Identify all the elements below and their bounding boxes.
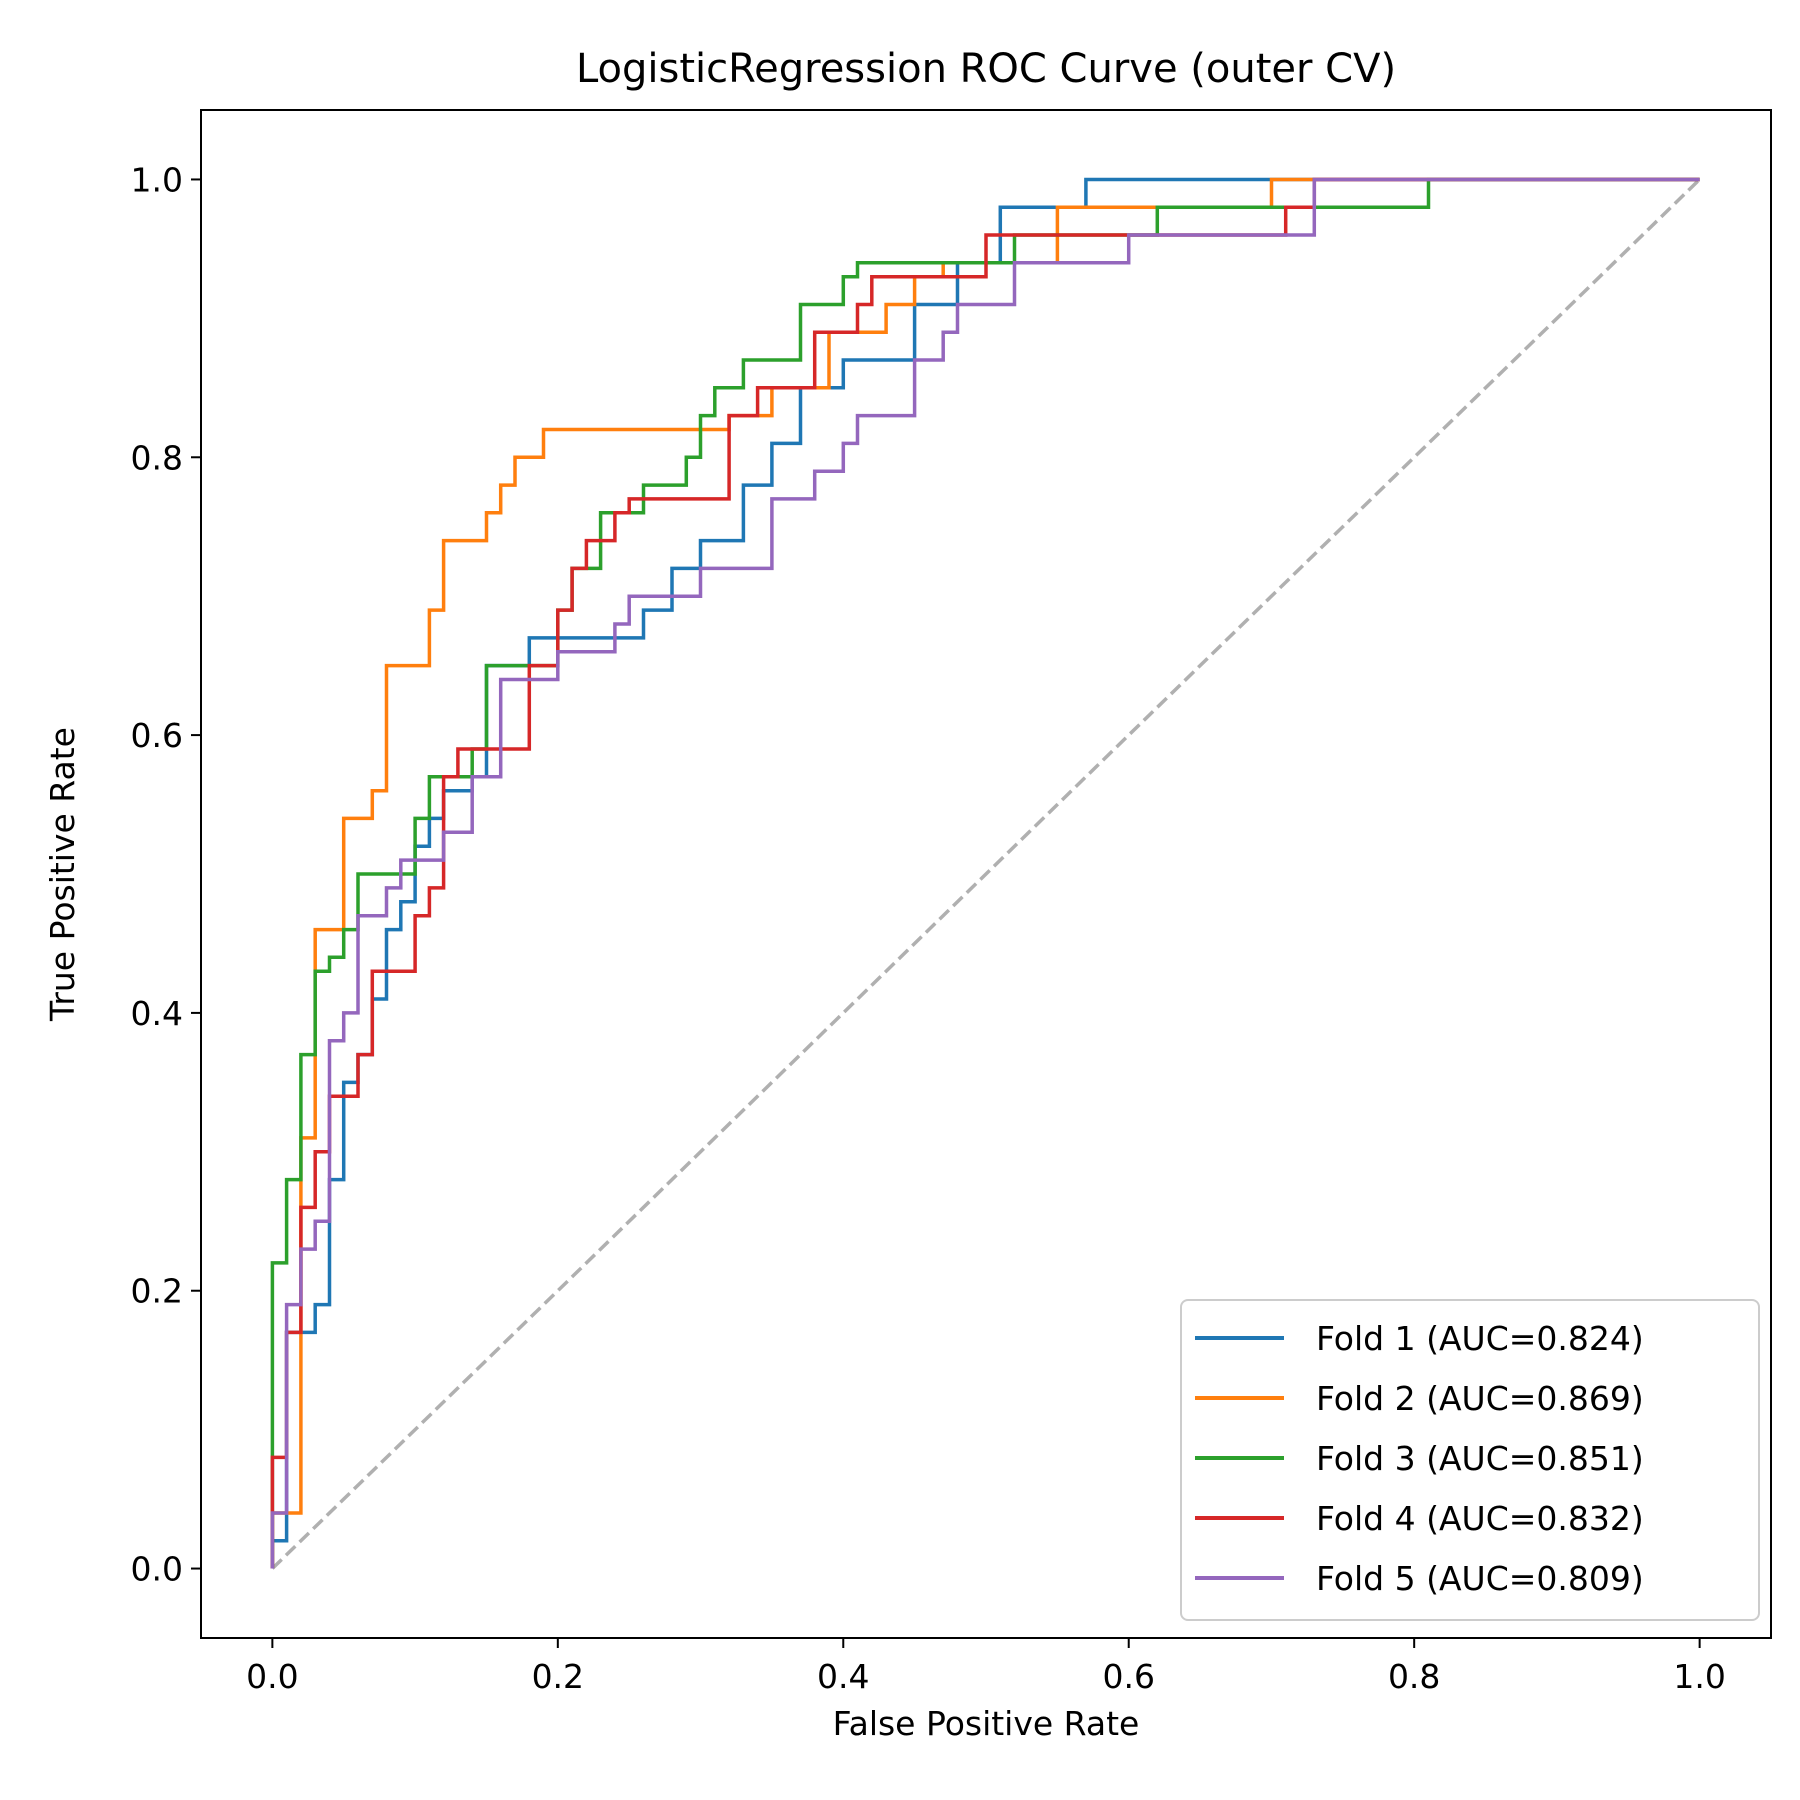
y-tick-label: 0.6 bbox=[131, 716, 183, 755]
legend: Fold 1 (AUC=0.824) Fold 2 (AUC=0.869) Fold… bbox=[1180, 1299, 1760, 1621]
chance-diagonal-line bbox=[271, 178, 1701, 1570]
x-tick-label: 0.4 bbox=[817, 1657, 869, 1696]
x-tick-label: 0.6 bbox=[1102, 1657, 1154, 1696]
legend-label-fold-5: Fold 5 (AUC=0.809) bbox=[1316, 1559, 1644, 1598]
y-tick-label: 1.0 bbox=[131, 160, 183, 199]
series-layer bbox=[270, 177, 1700, 1569]
x-tick-label: 1.0 bbox=[1673, 1657, 1725, 1696]
legend-label-fold-4: Fold 4 (AUC=0.832) bbox=[1316, 1499, 1644, 1538]
x-tick-label: 0.0 bbox=[246, 1657, 298, 1696]
y-tick-label: 0.8 bbox=[131, 438, 183, 477]
legend-box bbox=[1180, 1299, 1760, 1621]
y-tick-label: 0.2 bbox=[131, 1272, 183, 1311]
y-tick-label: 0.0 bbox=[131, 1550, 183, 1589]
y-axis-label: True Positive Rate bbox=[43, 727, 82, 1022]
chart-title: LogisticRegression ROC Curve (outer CV) bbox=[576, 46, 1396, 92]
series-line-fold-5 bbox=[270, 177, 1700, 1569]
y-axis: 0.0 0.2 0.4 0.6 0.8 1.0 bbox=[131, 160, 201, 1589]
legend-label-fold-1: Fold 1 (AUC=0.824) bbox=[1316, 1319, 1644, 1358]
x-axis: 0.0 0.2 0.4 0.6 0.8 1.0 bbox=[246, 1638, 1726, 1696]
plot-area bbox=[270, 177, 1701, 1570]
y-tick-label: 0.4 bbox=[131, 994, 183, 1033]
x-axis-label: False Positive Rate bbox=[833, 1704, 1140, 1743]
x-tick-label: 0.2 bbox=[532, 1657, 584, 1696]
axes-frame bbox=[200, 109, 1772, 1639]
x-tick-label: 0.8 bbox=[1388, 1657, 1440, 1696]
baseline-layer bbox=[271, 178, 1701, 1570]
legend-label-fold-3: Fold 3 (AUC=0.851) bbox=[1316, 1439, 1644, 1478]
legend-label-fold-2: Fold 2 (AUC=0.869) bbox=[1316, 1379, 1644, 1418]
